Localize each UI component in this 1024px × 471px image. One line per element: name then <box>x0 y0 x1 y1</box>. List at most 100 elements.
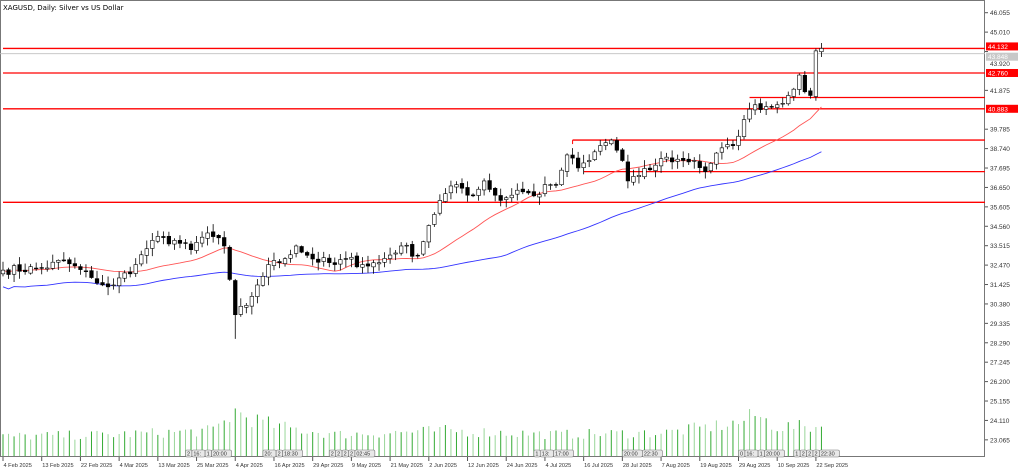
bear-candle <box>697 161 702 168</box>
price-tick-label: 23.065 <box>990 437 1010 444</box>
bull-candle <box>448 185 454 194</box>
bear-candle <box>299 246 304 253</box>
bear-candle <box>310 253 315 260</box>
bear-candle <box>498 195 503 201</box>
bull-candle <box>111 284 116 287</box>
bull-candle <box>664 156 669 160</box>
bull-candle <box>780 103 785 105</box>
bull-candle <box>376 262 382 265</box>
bear-candle <box>670 157 675 163</box>
event-marker-label: 2 <box>808 452 811 458</box>
bull-candle <box>45 267 50 270</box>
bull-candle <box>0 269 6 275</box>
bear-candle <box>470 194 476 197</box>
bear-candle <box>520 188 525 193</box>
price-tick-label: 34.560 <box>990 224 1010 231</box>
bull-candle <box>139 254 144 265</box>
bull-candle <box>559 169 564 186</box>
event-marker-label: 13: <box>542 452 550 458</box>
event-marker-label: 2 <box>802 452 805 458</box>
bull-candle <box>819 48 824 53</box>
date-tick-label: 9 May 2025 <box>352 463 381 469</box>
bull-candle <box>56 260 61 263</box>
price-tick-label: 37.695 <box>990 166 1010 173</box>
bull-candle <box>11 265 17 275</box>
bull-candle <box>719 147 724 153</box>
event-marker-label: 20: <box>264 452 272 458</box>
bull-candle <box>598 145 603 152</box>
price-tick-label: 31.425 <box>990 282 1010 289</box>
bull-candle <box>205 232 210 239</box>
event-marker <box>819 449 840 458</box>
date-tick-label: 21 May 2025 <box>391 463 423 469</box>
bull-candle <box>542 184 548 194</box>
price-tick-label: 38.740 <box>990 146 1010 153</box>
price-tick-label: 27.245 <box>990 360 1010 367</box>
bear-candle <box>72 263 77 267</box>
bull-candle <box>504 197 509 200</box>
bear-candle <box>620 149 625 161</box>
event-marker-label: 16: <box>746 452 754 458</box>
date-tick-label: 12 Jun 2025 <box>468 463 499 469</box>
bear-candle <box>83 270 89 272</box>
bear-candle <box>316 258 321 263</box>
event-marker-label: 2 <box>331 452 334 458</box>
date-tick-label: 19 Aug 2025 <box>700 463 731 469</box>
bull-candle <box>675 158 680 162</box>
bear-candle <box>576 157 581 169</box>
bear-candle <box>808 90 813 96</box>
bull-candle <box>349 257 354 260</box>
ask-tag-label: 43.848 <box>988 54 1008 61</box>
bull-candle <box>282 258 288 264</box>
bull-candle <box>631 176 636 183</box>
bull-candle <box>199 236 205 244</box>
bull-candle <box>271 260 277 266</box>
date-tick-label: 28 Jul 2025 <box>623 463 652 469</box>
price-tag <box>986 68 1018 77</box>
bull-candle <box>476 188 481 196</box>
event-marker-label: 17:00 <box>555 452 569 458</box>
bull-candle <box>122 272 127 279</box>
event-marker-label: 2 <box>344 452 347 458</box>
price-tick-label: 35.605 <box>990 204 1010 211</box>
bull-candle <box>150 240 155 249</box>
price-tick-label: 39.785 <box>990 127 1010 134</box>
price-tag-label: 42.760 <box>988 70 1008 77</box>
bull-candle <box>50 261 55 269</box>
bear-candle <box>128 271 133 275</box>
date-tick-label: 4 Jul 2025 <box>545 463 571 469</box>
event-marker <box>354 449 376 458</box>
event-marker-label: 1 <box>535 452 538 458</box>
bull-candle <box>725 144 730 148</box>
bull-candle <box>587 160 592 162</box>
bear-candle <box>183 242 188 244</box>
price-tag-label: 44.132 <box>988 44 1008 51</box>
bull-candle <box>736 135 741 146</box>
bear-candle <box>222 237 227 247</box>
price-tag-label: 40.883 <box>988 106 1008 113</box>
event-marker-label: 22:30 <box>821 452 835 458</box>
bear-candle <box>465 187 470 196</box>
bear-candle <box>17 264 22 272</box>
bear-candle <box>188 243 194 250</box>
date-tick-label: 7 Aug 2025 <box>662 463 690 469</box>
bull-candle <box>172 240 177 245</box>
bull-candle <box>775 104 780 108</box>
bull-candle <box>708 163 713 172</box>
bull-candle <box>244 305 249 308</box>
bull-candle <box>437 200 442 214</box>
bear-candle <box>681 158 686 161</box>
bear-candle <box>769 106 774 108</box>
chart-frame[interactable] <box>0 0 985 457</box>
bull-candle <box>509 194 514 199</box>
chart-title: XAGUSD, Daily: Silver vs US Dollar <box>3 4 124 12</box>
moving-average-line <box>2 151 822 290</box>
bull-candle <box>238 305 243 315</box>
bear-candle <box>553 184 559 186</box>
price-tick-label: 32.470 <box>990 263 1010 270</box>
price-tick-label: 33.515 <box>990 243 1010 250</box>
event-marker-label: 1 <box>760 452 763 458</box>
bear-candle <box>105 283 111 288</box>
price-tag <box>986 104 1018 113</box>
